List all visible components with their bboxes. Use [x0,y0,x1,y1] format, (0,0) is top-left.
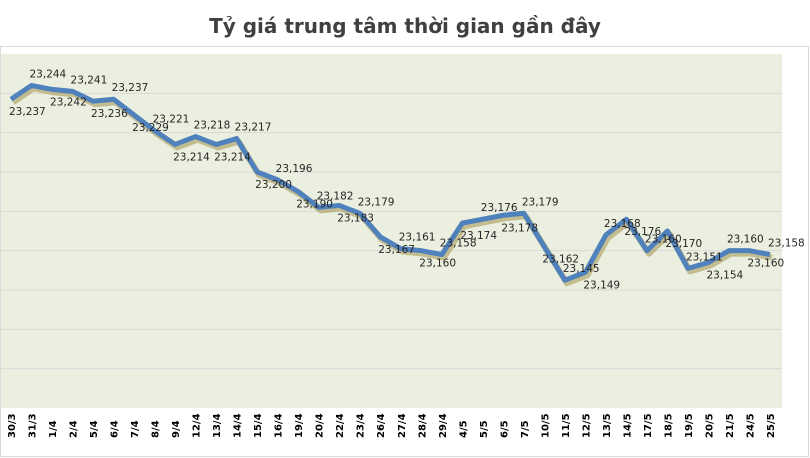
x-tick-label: 8/4 [151,420,162,438]
data-label: 23,196 [276,163,313,175]
x-tick-label: 5/4 [89,420,100,438]
x-tick-label: 14/5 [622,413,633,438]
data-label: 23,236 [91,108,128,120]
x-tick-label: 24/5 [745,413,756,438]
x-tick-label: 13/5 [602,413,613,438]
data-label: 23,160 [727,234,764,246]
data-label: 23,170 [665,238,702,250]
data-label: 23,241 [71,74,108,86]
x-tick-label: 28/4 [417,413,428,438]
x-tick-label: 21/5 [725,413,736,438]
data-label: 23,176 [481,202,518,214]
data-label: 23,218 [194,120,231,132]
x-tick-label: 16/4 [274,413,285,438]
data-label: 23,242 [50,96,87,108]
x-tick-label: 19/4 [294,413,305,438]
data-label: 23,214 [214,151,251,163]
data-label: 23,167 [378,244,415,256]
x-tick-label: 6/4 [110,420,121,438]
x-tick-label: 31/3 [28,413,39,438]
x-tick-label: 10/5 [540,413,551,438]
x-tick-label: 17/5 [643,413,654,438]
data-label: 23,154 [706,269,743,281]
data-label: 23,229 [132,122,169,134]
data-label: 23,174 [460,230,497,242]
x-tick-label: 2/4 [69,420,80,438]
data-label: 23,237 [9,106,46,118]
data-label: 23,183 [337,212,374,224]
x-tick-label: 6/5 [499,420,510,438]
data-label: 23,160 [645,234,682,246]
data-label: 23,160 [747,258,784,270]
x-tick-label: 12/4 [192,413,203,438]
x-tick-label: 11/5 [561,413,572,438]
x-tick-label: 23/4 [356,413,367,438]
x-tick-label: 29/4 [438,413,449,438]
x-tick-label: 25/5 [766,413,777,438]
data-label: 23,162 [542,254,579,266]
data-label: 23,182 [317,190,354,202]
x-tick-label: 7/5 [520,420,531,438]
data-label: 23,158 [768,238,805,250]
data-label: 23,217 [235,122,272,134]
x-tick-label: 13/4 [212,413,223,438]
x-tick-label: 5/5 [479,420,490,438]
x-tick-label: 9/4 [171,420,182,438]
x-tick-label: 30/3 [7,413,18,438]
data-label: 23,221 [153,114,190,126]
x-tick-label: 27/4 [397,413,408,438]
data-label: 23,200 [255,179,292,191]
data-label: 23,244 [30,68,67,80]
data-label: 23,178 [501,222,538,234]
x-tick-label: 19/5 [684,413,695,438]
x-tick-label: 7/4 [130,420,141,438]
data-label: 23,179 [522,196,559,208]
data-label: 23,161 [399,232,436,244]
x-tick-label: 20/5 [704,413,715,438]
x-tick-label: 26/4 [376,413,387,438]
data-label: 23,149 [583,279,620,291]
x-tick-label: 12/5 [581,413,592,438]
data-label: 23,158 [440,238,477,250]
data-label: 23,145 [563,263,600,275]
x-tick-label: 15/4 [253,413,264,438]
data-label: 23,190 [296,199,333,211]
x-tick-label: 14/4 [233,413,244,438]
chart-title: Tỷ giá trung tâm thời gian gần đây [209,14,601,38]
data-label: 23,179 [358,196,395,208]
x-tick-label: 18/5 [663,413,674,438]
data-label: 23,168 [604,218,641,230]
data-label: 23,237 [112,82,149,94]
x-tick-label: 4/5 [458,420,469,438]
x-tick-label: 20/4 [315,413,326,438]
x-tick-label: 22/4 [335,413,346,438]
data-label: 23,214 [173,151,210,163]
x-tick-label: 1/4 [48,420,59,438]
chart-border [0,46,809,457]
data-label: 23,160 [419,258,456,270]
series-line [9,82,771,283]
data-label: 23,176 [624,226,661,238]
data-label: 23,151 [686,251,723,263]
